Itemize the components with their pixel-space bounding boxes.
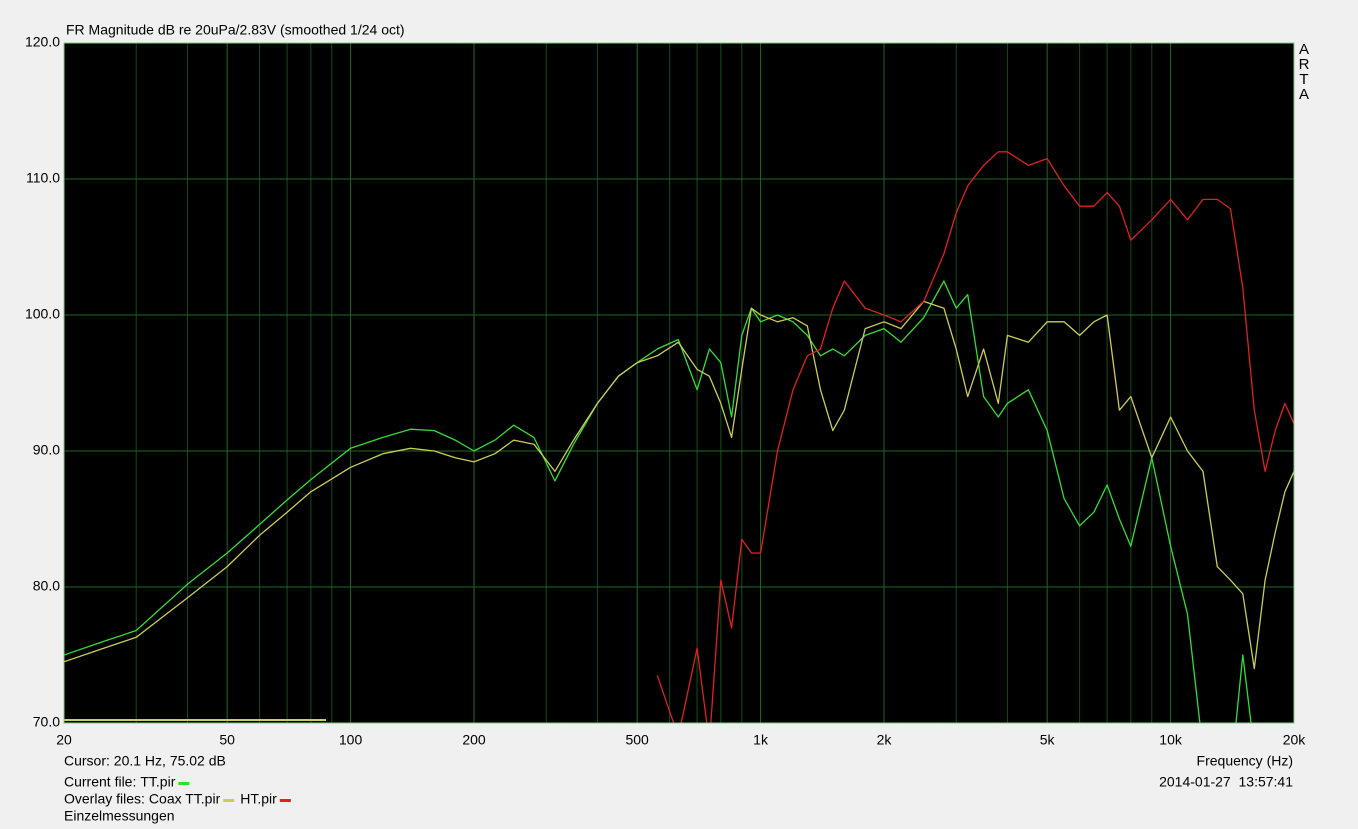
timestamp: 2014-01-27 13:57:41 xyxy=(1159,774,1293,790)
current-file-label: Current file: xyxy=(64,774,136,790)
legend-label: Coax TT.pir xyxy=(149,791,221,807)
chart-title: FR Magnitude dB re 20uPa/2.83V (smoothed… xyxy=(66,22,405,38)
legend-swatch xyxy=(223,799,235,802)
x-tick-label: 20k xyxy=(1283,732,1307,748)
line-series xyxy=(64,300,1294,670)
y-tick-label: 90.0 xyxy=(33,442,60,458)
cursor-readout: Cursor: 20.1 Hz, 75.02 dB xyxy=(64,753,226,769)
legend-swatch xyxy=(279,799,291,802)
note: Einzelmessungen xyxy=(64,808,175,824)
x-tick-label: 50 xyxy=(219,732,235,748)
legend-label: TT.pir xyxy=(140,774,175,790)
legend-label: HT.pir xyxy=(240,791,277,807)
x-tick-label: 10k xyxy=(1159,732,1183,748)
plot-border xyxy=(63,42,1295,724)
x-tick-label: 2k xyxy=(877,732,893,748)
y-tick-label: 100.0 xyxy=(25,306,60,322)
y-tick-label: 110.0 xyxy=(26,170,60,186)
x-axis-label: Frequency (Hz) xyxy=(1197,753,1293,769)
x-tick-label: 1k xyxy=(753,732,769,748)
overlay-files-label: Overlay files: xyxy=(64,791,145,807)
logo: ARTA xyxy=(1298,41,1310,103)
x-tick-label: 20 xyxy=(56,732,72,748)
y-tick-label: 70.0 xyxy=(33,714,60,730)
line-series xyxy=(656,151,1294,723)
y-tick-label: 120.0 xyxy=(25,34,60,50)
legend-swatch xyxy=(178,782,190,785)
x-tick-label: 100 xyxy=(339,732,363,748)
plot-area xyxy=(64,43,1294,723)
x-tick-label: 500 xyxy=(625,732,649,748)
progress-bar xyxy=(64,719,326,721)
line-series xyxy=(64,280,1252,723)
x-tick-label: 5k xyxy=(1040,732,1056,748)
x-tick-label: 200 xyxy=(462,732,486,748)
y-tick-label: 80.0 xyxy=(33,578,60,594)
